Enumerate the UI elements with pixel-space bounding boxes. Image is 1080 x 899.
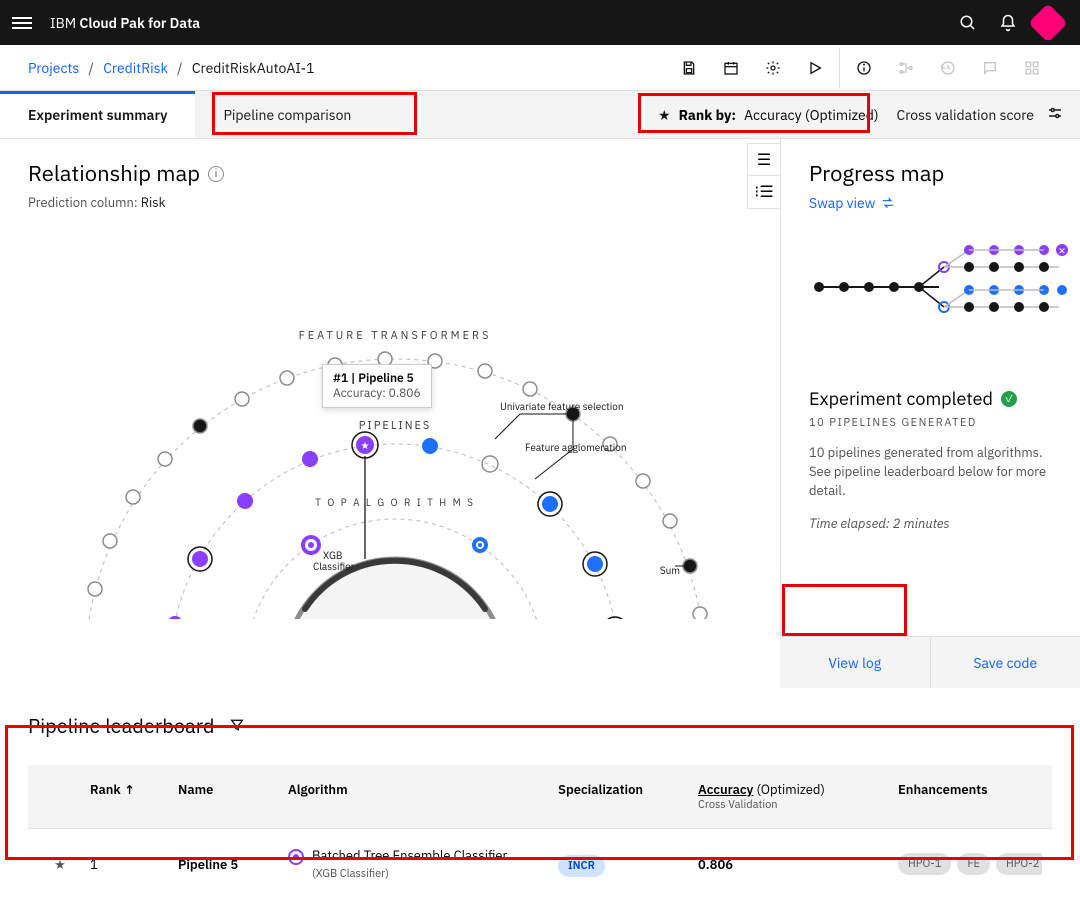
breadcrumb-current: CreditRiskAutoAI-1 <box>192 59 315 77</box>
time-elapsed: Time elapsed: 2 minutes <box>809 515 1060 532</box>
info-icon[interactable] <box>844 48 884 88</box>
pipeline-tooltip: #1 | Pipeline 5 Accuracy: 0.806 <box>322 364 432 408</box>
col-enh[interactable]: Enhancements <box>898 781 1042 798</box>
experiment-description: 10 pipelines generated from algorithms. … <box>809 444 1060 501</box>
table-row[interactable]: ★ 1 Pipeline 5 Batched Tree Ensemble Cla… <box>28 828 1052 899</box>
pipelines-generated: 10 PIPELINES GENERATED <box>809 416 1060 430</box>
rank-by-selector[interactable]: ★ Rank by: Accuracy (Optimized) <box>652 102 884 128</box>
app-switcher-icon[interactable] <box>1028 3 1068 43</box>
svg-text:✕: ✕ <box>1058 246 1066 257</box>
breadcrumb: Projects / CreditRisk / CreditRiskAutoAI… <box>28 59 314 77</box>
chat-icon[interactable] <box>970 48 1010 88</box>
col-rank[interactable]: Rank ↑ <box>82 781 178 798</box>
svg-text:T O P A L G O R I T H M S: T O P A L G O R I T H M S <box>315 496 475 509</box>
search-icon[interactable] <box>948 3 988 43</box>
tab-label: Pipeline comparison <box>223 106 351 124</box>
grid-icon[interactable] <box>1012 48 1052 88</box>
progress-graph-svg: ✕ <box>809 242 1069 332</box>
filter-icon[interactable] <box>229 712 245 739</box>
schedule-icon[interactable] <box>711 48 751 88</box>
row-algo: Batched Tree Ensemble Classifier(XGB Cla… <box>288 847 558 881</box>
progress-map-title: Progress map <box>809 159 1060 188</box>
star-icon: ★ <box>658 106 671 124</box>
brand-name: Cloud Pak for Data <box>79 14 200 32</box>
svg-text:Feature agglomeration: Feature agglomeration <box>525 441 627 454</box>
rank-by-label: Rank by: <box>679 106 736 124</box>
row-enhancements: HPO-1 FE HPO-2 BATC <box>898 853 1042 875</box>
svg-text:Classifier: Classifier <box>313 560 355 573</box>
view-log-link[interactable]: View log <box>780 637 930 688</box>
rank-by-value: Accuracy (Optimized) <box>744 106 878 124</box>
tree-view-icon[interactable]: ⁝☰ <box>748 176 780 208</box>
row-accuracy: 0.806 <box>698 856 898 873</box>
list-view-icon[interactable]: ☰ <box>748 144 780 176</box>
breadcrumb-root[interactable]: Projects <box>28 59 79 77</box>
tab-pipeline-comparison[interactable]: Pipeline comparison <box>195 91 379 138</box>
row-name: Pipeline 5 <box>178 856 288 873</box>
algo-bullet-icon <box>288 849 304 865</box>
play-icon[interactable] <box>795 48 835 88</box>
bell-icon[interactable] <box>988 3 1028 43</box>
svg-text:★: ★ <box>361 439 370 452</box>
settings-toggle-icon[interactable] <box>1046 104 1064 126</box>
col-acc[interactable]: Accuracy (Optimized) Cross Validation <box>698 781 898 812</box>
swap-view-link[interactable]: Swap view <box>809 194 1060 212</box>
col-spec[interactable]: Specialization <box>558 781 698 798</box>
cv-score-label: Cross validation score <box>897 106 1034 124</box>
row-rank: 1 <box>82 856 178 873</box>
flow-icon[interactable] <box>886 48 926 88</box>
gear-icon[interactable] <box>753 48 793 88</box>
brand-prefix: IBM <box>50 14 79 32</box>
svg-text:Sum: Sum <box>660 564 680 577</box>
experiment-completed: Experiment completed✓ <box>809 387 1060 410</box>
tab-label: Experiment summary <box>28 106 167 124</box>
brand: IBM Cloud Pak for Data <box>50 14 200 32</box>
star-icon[interactable]: ★ <box>38 856 82 873</box>
sort-asc-icon: ↑ <box>124 781 135 798</box>
col-name[interactable]: Name <box>178 781 288 798</box>
leaderboard-title: Pipeline leaderboard <box>28 712 1052 739</box>
svg-text:FEATURE TRANSFORMERS: FEATURE TRANSFORMERS <box>299 329 492 343</box>
save-icon[interactable] <box>669 48 709 88</box>
col-algo[interactable]: Algorithm <box>288 781 558 798</box>
svg-text:Univariate feature selection: Univariate feature selection <box>500 400 624 413</box>
menu-icon[interactable] <box>12 13 32 33</box>
history-icon[interactable] <box>928 48 968 88</box>
tab-experiment-summary[interactable]: Experiment summary <box>0 91 195 138</box>
check-icon: ✓ <box>1001 391 1017 407</box>
leaderboard-header: Rank ↑ Name Algorithm Specialization Acc… <box>28 765 1052 828</box>
save-code-link[interactable]: Save code <box>930 637 1080 688</box>
breadcrumb-project[interactable]: CreditRisk <box>103 59 168 77</box>
svg-text:PIPELINES: PIPELINES <box>359 419 432 433</box>
